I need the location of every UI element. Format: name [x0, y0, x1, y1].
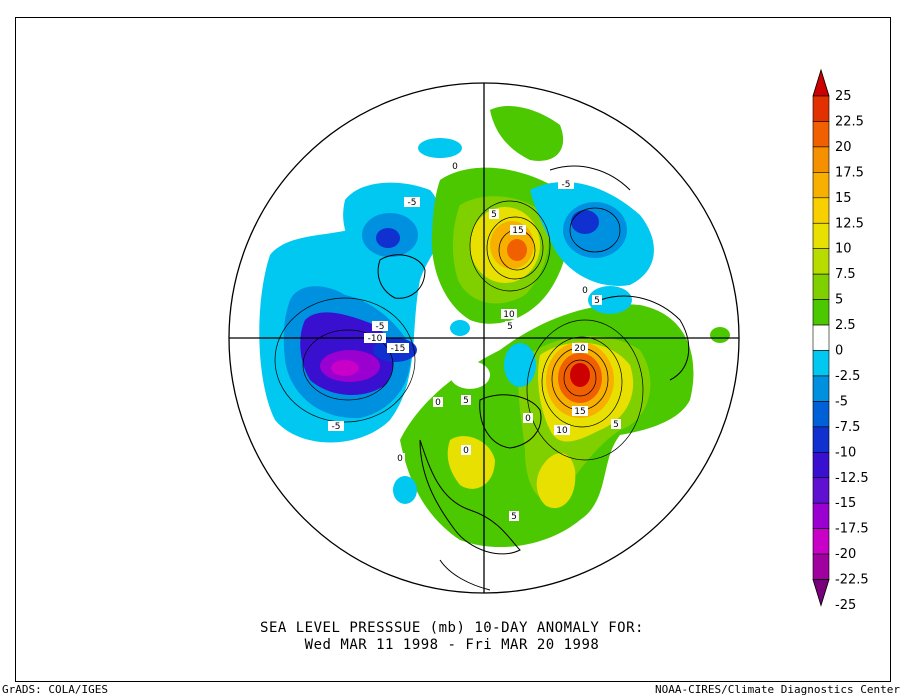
- contour-label: 0: [452, 162, 458, 172]
- legend-swatch: [812, 172, 830, 199]
- legend-label: 5: [835, 293, 843, 308]
- legend-label: 20: [835, 140, 852, 155]
- plot-title-line1: SEA LEVEL PRESSSUE (mb) 10-DAY ANOMALY F…: [260, 620, 644, 636]
- map-boundary: [228, 82, 740, 594]
- legend-label: 12.5: [835, 216, 864, 231]
- legend-swatch: [812, 477, 830, 504]
- contour-label: 20: [574, 344, 586, 354]
- legend-label: 2.5: [835, 318, 856, 333]
- contour-label: 0: [525, 414, 531, 424]
- contour-label: 10: [503, 310, 515, 320]
- contour-label: 5: [613, 420, 619, 430]
- contour-label: -5: [376, 322, 385, 332]
- legend-swatch: [812, 528, 830, 555]
- legend-label: -7.5: [835, 420, 860, 435]
- contour-label: 15: [574, 407, 585, 417]
- coastlines: [377, 165, 690, 591]
- legend-swatch: [812, 299, 830, 326]
- contour-label: 5: [511, 512, 517, 522]
- legend-swatch: [812, 146, 830, 173]
- legend-swatch: [812, 222, 830, 250]
- legend-swatch: [812, 426, 830, 453]
- contour-label: 0: [582, 286, 588, 296]
- legend-label: 7.5: [835, 267, 856, 282]
- contour-label: 10: [556, 426, 568, 436]
- footer-credit-right: NOAA-CIRES/Climate Diagnostics Center: [654, 683, 900, 696]
- legend-label: 15: [835, 191, 852, 206]
- legend-swatch: [812, 121, 830, 148]
- legend-swatch: [812, 502, 830, 529]
- legend-swatch: [812, 553, 830, 580]
- legend-arrow-top: [812, 68, 830, 97]
- plot-title-line2: Wed MAR 11 1998 - Fri MAR 20 1998: [304, 637, 600, 653]
- legend-swatch: [812, 451, 830, 479]
- contour-label: 0: [397, 454, 403, 464]
- legend-label: -22.5: [835, 573, 869, 588]
- contour-label: -5: [408, 198, 417, 208]
- footer-credit-left: GrADS: COLA/IGES: [2, 683, 108, 696]
- contour-label: -15: [391, 344, 406, 354]
- legend-label: 17.5: [835, 165, 864, 180]
- legend-label: 0: [835, 344, 843, 359]
- contour-label: -10: [368, 334, 383, 344]
- legend-label: -17.5: [835, 522, 869, 537]
- contour-label: 5: [594, 296, 600, 306]
- legend-label: -25: [835, 598, 856, 613]
- legend-swatch: [812, 273, 830, 300]
- contour-label: 0: [435, 398, 441, 408]
- contour-label: 5: [463, 396, 469, 406]
- legend-swatch: [812, 375, 830, 402]
- legend-label: -2.5: [835, 369, 860, 384]
- contour-label: -5: [562, 180, 571, 190]
- contour-label: 5: [491, 210, 497, 220]
- legend-label: 25: [835, 89, 852, 104]
- legend-label: -5: [835, 394, 848, 409]
- contour-label: 0: [463, 446, 469, 456]
- plot-frame: [15, 17, 891, 682]
- legend-label: -15: [835, 496, 856, 511]
- legend-arrow-bottom: [812, 579, 830, 607]
- legend-label: 10: [835, 242, 852, 257]
- legend-label: -10: [835, 445, 856, 460]
- legend-swatch: [812, 197, 830, 224]
- legend-swatch: [812, 401, 830, 428]
- contour-label: 15: [512, 226, 523, 236]
- legend-label: -20: [835, 547, 856, 562]
- contour-label: 5: [507, 322, 513, 332]
- legend-swatch: [812, 95, 830, 122]
- legend-label: 22.5: [835, 114, 864, 129]
- legend-swatch: [812, 350, 830, 377]
- legend-swatch: [812, 248, 830, 275]
- legend-swatch: [812, 324, 830, 351]
- contour-label: -5: [332, 422, 341, 432]
- legend-label: -12.5: [835, 471, 869, 486]
